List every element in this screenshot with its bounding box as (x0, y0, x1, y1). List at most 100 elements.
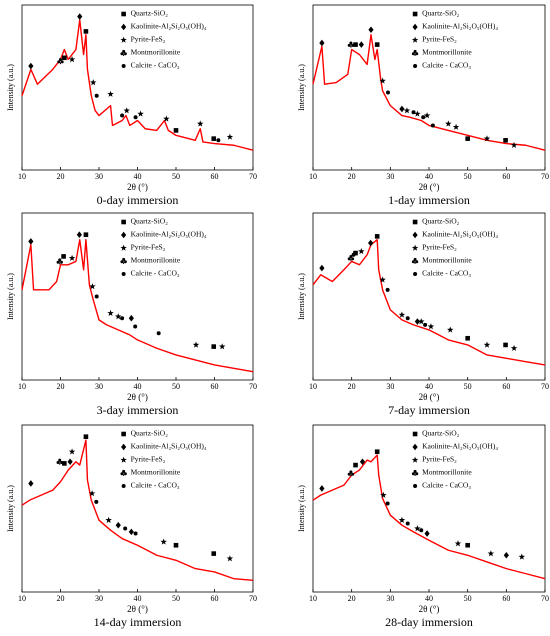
legend-label: Pyrite-FeS₂ (131, 35, 166, 44)
legend-symbol (121, 64, 126, 68)
marker-circle (386, 90, 391, 95)
legend-label: Kaolinite-Al₂Si₂O₅(OH)₄ (422, 22, 498, 31)
marker-star (518, 553, 526, 560)
marker-square (374, 42, 380, 47)
marker-square (173, 128, 179, 133)
marker-diamond (128, 528, 134, 536)
x-tick-label: 60 (211, 594, 219, 603)
x-tick-label: 40 (134, 594, 142, 603)
marker-diamond (76, 231, 82, 239)
marker-star (197, 120, 204, 127)
marker-circle (133, 115, 138, 120)
x-tick-label: 50 (464, 594, 472, 603)
legend-label: Kaolinite-Al₂Si₂O₅(OH)₄ (422, 230, 498, 239)
panel-caption: 0-day immersion (97, 193, 179, 207)
legend-label: Calcite - CaCO₃ (131, 61, 180, 70)
x-tick-label: 20 (348, 382, 356, 391)
x-axis-label: 2θ (°) (419, 604, 440, 614)
y-axis-label: Intensity (a.u.) (297, 273, 306, 320)
legend-label: Quartz-SiO₂ (422, 9, 460, 18)
marker-circle (405, 521, 410, 526)
legend-symbol (121, 443, 127, 451)
x-tick-label: 20 (348, 172, 356, 181)
x-tick-label: 70 (249, 594, 257, 603)
marker-square (83, 29, 89, 34)
marker-square (83, 434, 89, 439)
legend-symbol (120, 257, 127, 264)
marker-star (192, 341, 200, 348)
marker-star (418, 318, 425, 325)
marker-club (347, 470, 355, 477)
legend-label: Calcite - CaCO₃ (131, 481, 180, 490)
marker-circle (120, 316, 125, 321)
marker-star (414, 110, 421, 117)
marker-circle (120, 113, 125, 118)
marker-diamond (503, 551, 509, 559)
marker-star (483, 135, 491, 142)
marker-square (173, 542, 179, 548)
marker-circle (94, 93, 99, 98)
legend-symbol (411, 36, 419, 43)
legend-symbol (412, 231, 418, 239)
x-tick-label: 30 (95, 382, 103, 391)
y-axis-label: Intensity (a.u.) (6, 273, 15, 320)
marker-star (226, 555, 234, 562)
marker-circle (385, 287, 390, 292)
legend-symbol (412, 431, 418, 437)
marker-square (503, 342, 508, 348)
marker-star (123, 107, 130, 114)
marker-star (218, 343, 226, 350)
marker-square (374, 449, 380, 455)
xrd-line (21, 239, 254, 373)
legend-label: Pyrite-FeS₂ (422, 243, 457, 252)
marker-square (503, 138, 508, 143)
x-tick-label: 10 (309, 172, 317, 181)
marker-star (483, 341, 491, 348)
x-tick-label: 30 (95, 594, 103, 603)
marker-square (465, 136, 470, 141)
marker-square (83, 232, 89, 238)
legend-symbol (120, 244, 127, 251)
marker-diamond (319, 485, 325, 492)
xrd-line (312, 454, 546, 580)
x-tick-label: 70 (541, 172, 549, 181)
xrd-line (312, 239, 546, 366)
xrd-line (312, 34, 546, 151)
x-axis-label: 2θ (°) (127, 182, 148, 192)
marker-diamond (414, 318, 420, 325)
marker-square (465, 335, 470, 341)
y-axis-label: Intensity (a.u.) (297, 64, 306, 111)
legend-label: Quartz-SiO₂ (131, 429, 169, 438)
legend-symbol (413, 272, 418, 276)
x-tick-label: 20 (57, 594, 65, 603)
x-tick-label: 40 (134, 382, 142, 391)
x-tick-label: 20 (57, 382, 65, 391)
marker-star (68, 254, 76, 261)
legend-label: Kaolinite-Al₂Si₂O₅(OH)₄ (131, 22, 207, 31)
marker-square (465, 542, 470, 548)
marker-circle (405, 316, 410, 321)
marker-square (62, 461, 67, 466)
legend-symbol (121, 231, 127, 239)
legend-label: Montmorillonite (422, 256, 472, 265)
marker-diamond (319, 39, 325, 47)
marker-diamond (359, 458, 366, 466)
marker-star (379, 276, 386, 283)
marker-star (115, 313, 122, 320)
marker-star (510, 141, 518, 148)
marker-circle (133, 324, 138, 329)
marker-diamond (77, 13, 83, 20)
marker-circle (123, 526, 128, 531)
legend-label: Pyrite-FeS₂ (422, 455, 457, 464)
marker-diamond (67, 458, 73, 466)
x-tick-label: 30 (386, 594, 394, 603)
x-tick-label: 30 (386, 172, 394, 181)
x-tick-label: 60 (211, 382, 219, 391)
marker-square (353, 462, 358, 468)
marker-star (358, 248, 365, 255)
xrd-line (21, 439, 254, 582)
marker-square (353, 42, 358, 47)
marker-diamond (28, 480, 34, 487)
marker-diamond (115, 521, 121, 529)
x-tick-label: 60 (211, 172, 219, 181)
